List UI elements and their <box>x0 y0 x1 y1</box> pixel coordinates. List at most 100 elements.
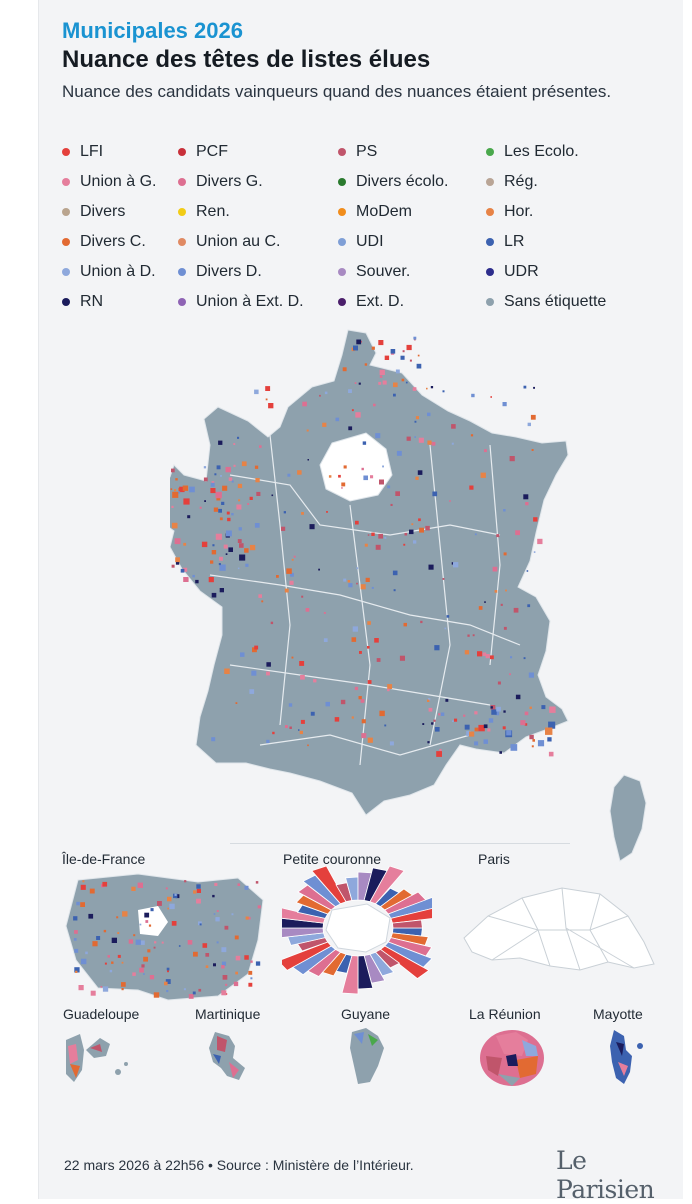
commune-mark <box>541 705 546 710</box>
commune-mark <box>216 910 219 912</box>
commune-mark <box>211 592 217 598</box>
commune-mark <box>235 955 241 961</box>
commune-mark <box>490 655 494 660</box>
commune-mark <box>382 465 384 468</box>
commune-mark <box>472 634 475 637</box>
commune-mark <box>239 554 246 561</box>
commune-mark <box>100 986 103 988</box>
legend-swatch <box>62 148 70 156</box>
commune-mark <box>526 570 529 572</box>
commune-mark <box>323 638 328 642</box>
commune-mark <box>490 396 492 398</box>
legend-swatch <box>486 238 494 246</box>
guadeloupe-map <box>66 1034 128 1082</box>
commune-mark <box>293 555 296 558</box>
commune-mark <box>244 885 249 890</box>
commune-shape <box>282 927 324 938</box>
legend-item: Union à Ext. D. <box>178 293 338 311</box>
commune-mark <box>221 965 225 969</box>
commune-mark <box>165 887 168 890</box>
legend-row: Divers C. Union au C. UDI LR <box>62 227 662 257</box>
commune-mark <box>111 937 117 943</box>
commune-mark <box>490 705 496 710</box>
commune-mark <box>348 389 352 393</box>
commune-mark <box>188 994 194 999</box>
commune-mark <box>326 511 328 513</box>
commune-mark <box>361 733 367 739</box>
commune-mark <box>131 886 136 891</box>
commune-mark <box>139 967 144 973</box>
commune-mark <box>363 475 368 481</box>
commune-mark <box>523 657 526 660</box>
commune-mark <box>90 990 96 996</box>
commune-mark <box>241 461 247 467</box>
commune-mark <box>451 442 454 445</box>
commune-mark <box>438 713 441 716</box>
commune-mark <box>203 466 207 469</box>
commune-mark <box>249 689 255 694</box>
commune-mark <box>413 336 417 340</box>
footer-source: 22 mars 2026 à 22h56 • Source : Ministèr… <box>64 1157 414 1173</box>
commune-mark <box>341 482 346 487</box>
legend-swatch <box>486 268 494 276</box>
commune-mark <box>428 564 434 570</box>
commune-mark <box>132 972 136 976</box>
martinique-map <box>209 1032 245 1080</box>
commune-mark <box>384 536 387 539</box>
commune-mark <box>533 517 538 522</box>
commune-mark <box>375 433 381 439</box>
commune-mark <box>379 710 385 717</box>
commune-mark <box>88 913 94 919</box>
commune-mark <box>325 701 330 707</box>
commune-mark <box>276 575 279 578</box>
commune-mark <box>355 520 359 525</box>
commune-mark <box>503 626 507 630</box>
commune-mark <box>530 414 536 420</box>
commune-mark <box>210 488 216 494</box>
commune-mark <box>221 961 227 966</box>
commune-mark <box>192 574 195 578</box>
commune-mark <box>252 647 257 653</box>
label-mayotte: Mayotte <box>593 1006 643 1022</box>
commune-mark <box>513 607 519 613</box>
commune-mark <box>547 737 552 742</box>
commune-shape <box>387 897 432 919</box>
commune-mark <box>502 402 507 407</box>
legend-label: MoDem <box>356 203 413 220</box>
commune-mark <box>529 734 534 740</box>
commune-mark <box>531 745 534 748</box>
commune-mark <box>224 925 229 930</box>
legend-label: UDI <box>356 233 384 250</box>
commune-mark <box>184 880 187 883</box>
commune-mark <box>484 601 486 603</box>
commune-mark <box>384 724 387 727</box>
commune-mark <box>261 600 264 603</box>
commune-mark <box>432 491 438 497</box>
commune-mark <box>171 564 175 568</box>
commune-mark <box>302 401 307 407</box>
mayotte-map <box>610 1030 643 1084</box>
commune-mark <box>174 538 181 545</box>
commune-mark <box>525 502 529 506</box>
commune-mark <box>183 498 190 505</box>
commune-mark <box>356 339 362 345</box>
commune-mark <box>500 603 503 606</box>
commune-mark <box>161 941 164 944</box>
commune-mark <box>379 369 385 375</box>
commune-mark <box>175 478 178 481</box>
commune-mark <box>422 723 425 725</box>
commune-mark <box>364 543 368 547</box>
commune-mark <box>318 568 320 571</box>
legend-label: Les Ecolo. <box>504 143 579 160</box>
label-paris: Paris <box>478 851 510 867</box>
paris-map <box>463 887 655 971</box>
commune-mark <box>439 748 442 752</box>
commune-mark <box>409 529 414 535</box>
commune-mark <box>440 712 445 716</box>
commune-mark <box>487 728 491 732</box>
commune-mark <box>467 634 470 637</box>
commune-mark <box>427 699 430 702</box>
commune-mark <box>477 651 483 657</box>
commune-mark <box>404 532 408 536</box>
subtitle: Nuance des candidats vainqueurs quand de… <box>62 82 612 101</box>
